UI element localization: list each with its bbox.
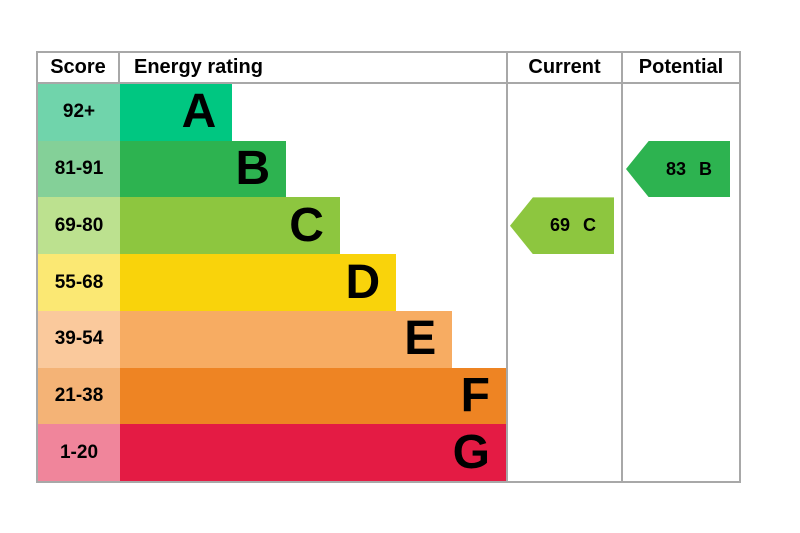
band-row-b: 81-91 B — [38, 140, 506, 198]
score-cell-g: 1-20 — [38, 424, 120, 482]
current-potential-column-borders — [506, 84, 623, 481]
score-cell-b: 81-91 — [38, 140, 120, 198]
table-header-row: Score Energy rating Current Potential — [38, 53, 739, 84]
rating-bar-e: E — [120, 310, 453, 368]
potential-rating-arrow: 83 B — [626, 140, 730, 198]
potential-rating-value: 83 — [665, 158, 687, 179]
band-row-g: 1-20 G — [38, 424, 506, 482]
rating-letter-g: G — [452, 425, 490, 479]
score-cell-c: 69-80 — [38, 197, 120, 255]
table-body: 92+ A 81-91 B 69-80 C — [38, 84, 739, 482]
rating-table: Score Energy rating Current Potential 92… — [36, 51, 741, 483]
rating-letter-f: F — [460, 368, 490, 422]
current-rating-value: 69 — [549, 215, 571, 236]
band-row-c: 69-80 C — [38, 197, 506, 255]
score-cell-e: 39-54 — [38, 310, 120, 368]
rating-letter-c: C — [289, 198, 324, 252]
score-cell-a: 92+ — [38, 84, 120, 141]
rating-bar-a: A — [120, 84, 233, 141]
band-row-f: 21-38 F — [38, 367, 506, 425]
score-cell-d: 55-68 — [38, 254, 120, 311]
header-score: Score — [38, 53, 120, 82]
band-row-d: 55-68 D — [38, 254, 506, 311]
potential-rating-letter: B — [699, 158, 713, 179]
rating-bar-f: F — [120, 367, 506, 425]
rating-letter-b: B — [235, 142, 271, 196]
rating-bar-b: B — [120, 140, 287, 198]
band-row-e: 39-54 E — [38, 310, 506, 368]
score-cell-f: 21-38 — [38, 367, 120, 425]
header-current: Current — [506, 53, 623, 82]
band-row-a: 92+ A — [38, 84, 506, 141]
rating-letter-e: E — [404, 312, 437, 366]
rating-letter-a: A — [181, 85, 217, 139]
rating-letter-d: D — [345, 255, 381, 309]
current-rating-arrow: 69 C — [510, 197, 614, 255]
rating-bar-g: G — [120, 424, 506, 482]
header-energy-rating: Energy rating — [120, 53, 506, 82]
header-potential: Potential — [623, 53, 739, 82]
rating-bar-c: C — [120, 197, 340, 255]
current-rating-letter: C — [583, 215, 597, 236]
rating-bar-d: D — [120, 254, 397, 311]
band-rows: 92+ A 81-91 B 69-80 C — [38, 84, 506, 482]
